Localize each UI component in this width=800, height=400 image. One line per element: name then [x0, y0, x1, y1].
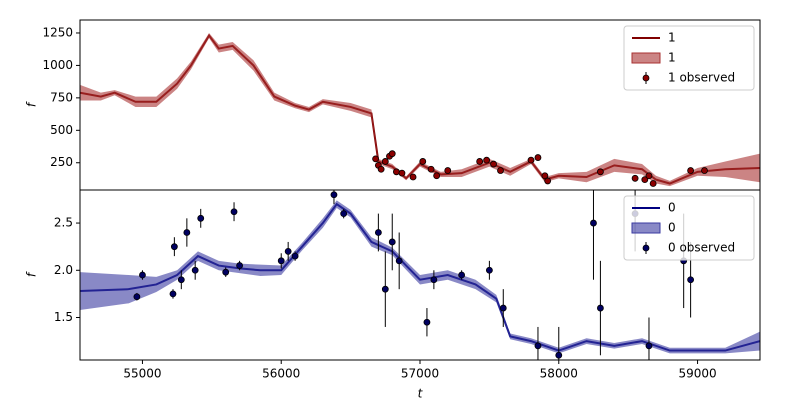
observed-point	[419, 158, 427, 165]
x-tick-label: 57000	[401, 367, 439, 381]
observed-point	[183, 229, 191, 236]
legend-label: 0	[668, 201, 676, 215]
observed-point	[597, 168, 604, 176]
observed-point	[430, 276, 438, 284]
observed-point	[170, 243, 178, 251]
observed-point	[476, 158, 484, 165]
y-tick-label: 500	[50, 123, 73, 137]
observed-point	[388, 238, 396, 246]
observed-point	[544, 177, 552, 185]
observed-point	[701, 167, 708, 174]
observed-point	[381, 285, 389, 293]
y-tick-label: 750	[50, 90, 73, 104]
legend-label: 1 observed	[668, 71, 735, 85]
observed-point	[444, 167, 452, 174]
y-axis-label: f	[25, 101, 39, 107]
legend-label: 1	[668, 31, 676, 45]
observed-point	[597, 304, 604, 312]
y-tick-label: 2.0	[54, 263, 73, 277]
observed-point	[631, 174, 639, 182]
observed-point	[393, 168, 400, 176]
x-axis-label: t	[418, 387, 424, 400]
confidence-band	[80, 200, 760, 354]
legend-marker	[642, 74, 650, 82]
observed-point	[197, 214, 205, 222]
y-tick-label: 2.5	[54, 216, 73, 230]
legend-label: 0	[668, 221, 676, 235]
y-tick-label: 1000	[42, 58, 73, 72]
legend-swatch	[631, 222, 661, 234]
legend-box	[623, 25, 755, 91]
observed-point	[687, 167, 695, 174]
legend-box	[623, 195, 755, 261]
observed-point	[645, 172, 653, 180]
observed-point	[372, 155, 379, 163]
y-tick-label: 1.5	[54, 310, 73, 324]
observed-point	[291, 252, 299, 260]
x-tick-label: 56000	[262, 367, 300, 381]
observed-point	[409, 173, 417, 181]
y-tick-label: 250	[50, 155, 73, 169]
y-axis-label: f	[25, 271, 39, 277]
legend-label: 0 observed	[668, 241, 735, 255]
legend-marker	[642, 244, 650, 252]
x-tick-label: 59000	[678, 367, 716, 381]
observed-point	[133, 293, 141, 301]
observed-point	[277, 257, 285, 265]
observed-point	[687, 276, 695, 284]
observed-point	[490, 160, 497, 168]
observed-point	[236, 262, 243, 269]
observed-point	[398, 169, 406, 177]
observed-point	[534, 154, 542, 161]
observed-point	[374, 229, 382, 236]
observed-point	[590, 219, 597, 227]
x-tick-label: 55000	[123, 367, 161, 381]
observed-point	[649, 180, 657, 187]
legend-swatch	[631, 52, 661, 64]
observed-point	[641, 176, 649, 184]
observed-point	[284, 247, 292, 255]
observed-point	[177, 276, 185, 284]
observed-point	[541, 172, 549, 180]
observed-point	[483, 156, 491, 164]
observed-point	[222, 268, 230, 276]
observed-point	[458, 271, 466, 279]
observed-point	[330, 191, 338, 199]
observed-point	[191, 266, 199, 274]
observed-point	[340, 210, 348, 218]
observed-point	[395, 257, 403, 265]
observed-point	[381, 158, 389, 165]
observed-point	[423, 318, 431, 326]
observed-point	[645, 342, 653, 350]
plot-area	[80, 32, 760, 187]
legend-label: 1	[668, 51, 676, 65]
observed-point	[377, 165, 385, 173]
observed-point	[433, 172, 441, 180]
observed-point	[527, 156, 535, 164]
observed-point	[230, 208, 238, 216]
plot-area	[80, 190, 760, 360]
observed-point	[485, 266, 493, 274]
observed-point	[499, 304, 507, 312]
observed-point	[534, 342, 542, 350]
observed-point	[497, 167, 504, 174]
y-tick-label: 1250	[42, 25, 73, 39]
x-tick-label: 58000	[540, 367, 578, 381]
observed-point	[427, 165, 435, 173]
observed-point	[169, 290, 177, 298]
observed-point	[139, 271, 146, 279]
observed-point	[388, 150, 396, 158]
observed-point	[555, 351, 563, 359]
